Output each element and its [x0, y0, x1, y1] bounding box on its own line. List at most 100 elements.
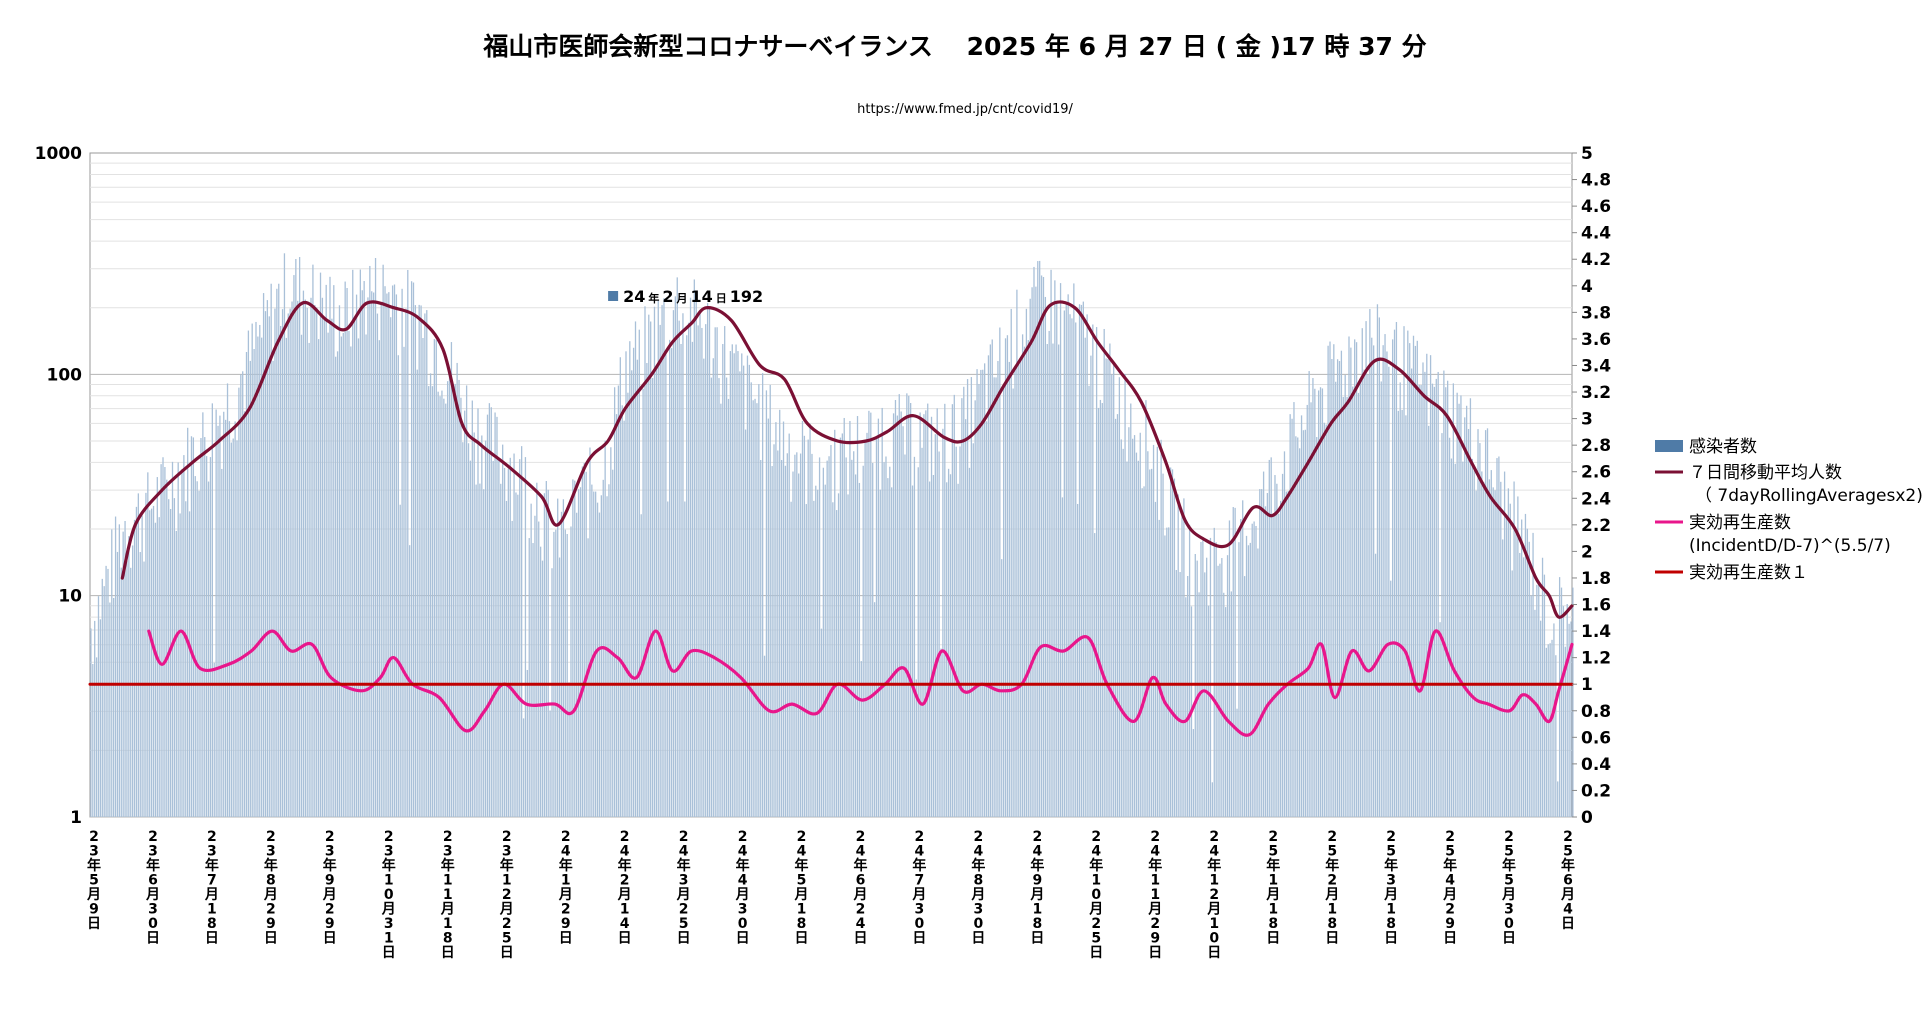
bar: [1450, 458, 1453, 817]
bar: [1042, 276, 1045, 818]
bar: [293, 275, 295, 818]
bar: [1185, 597, 1187, 817]
bar: [638, 329, 640, 817]
bar: [450, 342, 453, 817]
bar: [853, 451, 855, 817]
bar: [492, 460, 494, 817]
bar: [581, 466, 584, 817]
bar: [376, 313, 379, 817]
bar: [433, 339, 436, 817]
bar: [1532, 532, 1534, 817]
bar: [1323, 422, 1325, 817]
bar: [1175, 569, 1177, 817]
bar: [469, 460, 472, 817]
bar: [500, 483, 502, 817]
bar: [1410, 368, 1413, 817]
bar: [1259, 489, 1261, 817]
bar: [1566, 604, 1568, 817]
bar: [750, 382, 752, 817]
bar: [245, 351, 248, 817]
bar: [437, 391, 439, 817]
bar: [1173, 478, 1176, 817]
bar: [1458, 403, 1460, 817]
bar: [266, 300, 269, 818]
bar: [1236, 708, 1238, 817]
bar: [727, 398, 730, 817]
bar: [1314, 388, 1316, 817]
y-right-tick-label: 0.2: [1581, 781, 1611, 801]
y-left-tick-label: 100: [47, 365, 83, 385]
bar: [965, 419, 967, 817]
bar: [761, 373, 764, 817]
bar: [1113, 363, 1115, 817]
bar: [661, 305, 663, 817]
bar: [1109, 343, 1111, 817]
bar: [627, 392, 629, 817]
bar: [1325, 424, 1327, 817]
bar: [1507, 488, 1510, 817]
bar: [1297, 437, 1299, 817]
bar: [839, 437, 842, 817]
bar: [1128, 427, 1130, 817]
bar: [308, 342, 310, 817]
y-right-tick-label: 3.4: [1581, 356, 1611, 376]
bar: [522, 718, 525, 817]
bar: [889, 466, 891, 817]
bar: [782, 421, 785, 817]
bar: [503, 467, 506, 817]
y-right-tick-label: 2.2: [1581, 516, 1611, 536]
bar: [1154, 501, 1157, 817]
bar-layer: [90, 253, 1574, 818]
legend: 感染者数 ７日間移動平均人数 （ 7dayRollingAveragesx2) 実効再…: [1655, 437, 1923, 583]
y-right-tick-label: 0.8: [1581, 702, 1611, 722]
bar: [566, 534, 568, 817]
bar: [365, 334, 367, 817]
y-right-tick-label: 1.2: [1581, 649, 1611, 669]
legend-label-７日間移動平均人数: ７日間移動平均人数: [1689, 463, 1842, 483]
bar: [919, 412, 921, 817]
bar: [424, 313, 426, 817]
bar: [1477, 429, 1479, 817]
source-url: https://www.fmed.jp/cnt/covid19/: [857, 102, 1073, 117]
bar: [1065, 303, 1067, 817]
bar: [494, 412, 496, 817]
bar: [1141, 488, 1143, 817]
bar: [464, 410, 466, 817]
bar: [900, 411, 902, 817]
bar: [1302, 430, 1305, 817]
bar: [655, 369, 658, 817]
bar: [477, 408, 479, 817]
bar: [1418, 384, 1420, 817]
bar: [397, 355, 399, 817]
bar: [1169, 467, 1172, 817]
bar: [737, 351, 739, 817]
bar: [1088, 385, 1090, 817]
bar: [898, 394, 900, 817]
bar: [412, 282, 415, 817]
bar: [1122, 448, 1124, 817]
bar: [997, 360, 999, 817]
bar: [1517, 496, 1519, 817]
bar: [904, 454, 906, 817]
bar: [1095, 327, 1098, 817]
bar: [921, 447, 923, 817]
bar: [803, 435, 806, 817]
bar: [902, 426, 904, 817]
bar: [382, 264, 384, 818]
bar: [158, 517, 160, 817]
bar: [1551, 639, 1553, 817]
bar: [1378, 317, 1380, 817]
bar: [682, 313, 684, 817]
bar: [221, 468, 223, 817]
bar: [1023, 346, 1026, 817]
y-right-tick-label: 2.6: [1581, 463, 1611, 483]
bar: [190, 436, 193, 817]
bar: [259, 324, 261, 817]
bar: [287, 313, 289, 817]
bar: [663, 298, 665, 818]
bar: [843, 417, 845, 817]
bar: [1181, 514, 1183, 817]
